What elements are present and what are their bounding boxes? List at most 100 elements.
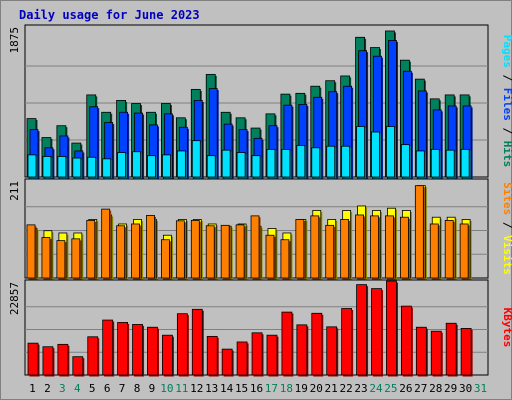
bar-sites-day-29	[444, 219, 454, 279]
bar-kbytes-day-24	[371, 288, 382, 376]
x-tick-label: 29	[444, 382, 457, 395]
bar-kbytes-day-9	[147, 326, 158, 376]
x-tick-label: 23	[354, 382, 367, 395]
bar-pages-day-14	[221, 149, 231, 178]
x-tick-label: 20	[310, 382, 323, 395]
x-tick-label: 17	[265, 382, 278, 395]
x-tick-label: 26	[399, 382, 412, 395]
x-tick-label: 10	[160, 382, 173, 395]
bar-sites-day-12	[190, 219, 200, 279]
bar-pages-day-19	[296, 145, 306, 178]
bar-sites-day-11	[175, 220, 185, 279]
bar-pages-day-12	[191, 140, 201, 178]
bar-sites-day-21	[325, 224, 335, 279]
x-tick-label: 15	[235, 382, 248, 395]
bar-kbytes-day-18	[281, 311, 293, 376]
x-tick-label: 9	[149, 382, 156, 395]
bar-pages-day-10	[162, 154, 171, 178]
bar-sites-day-7	[116, 225, 126, 279]
bar-sites-day-23	[355, 214, 364, 279]
bar-pages-day-2	[42, 156, 52, 178]
x-tick-label: 5	[89, 382, 96, 395]
bar-pages-day-15	[236, 152, 246, 178]
x-tick-label: 11	[175, 382, 188, 395]
x-tick-label: 18	[280, 382, 293, 395]
bar-pages-day-3	[57, 156, 67, 178]
bar-pages-day-1	[27, 154, 37, 178]
bar-sites-day-2	[41, 237, 51, 279]
bar-pages-day-22	[341, 145, 351, 178]
bar-pages-day-6	[102, 158, 112, 178]
x-tick-label: 28	[429, 382, 442, 395]
y-axis-label-part: /	[501, 121, 512, 141]
bar-sites-day-28	[429, 223, 439, 279]
x-tick-label: 1	[29, 382, 36, 395]
bar-kbytes-day-25	[386, 280, 397, 376]
bar-kbytes-day-27	[415, 326, 427, 376]
bar-pages-day-23	[356, 126, 365, 178]
x-tick-label: 30	[459, 382, 472, 395]
bar-kbytes-day-4	[72, 356, 84, 376]
bar-pages-day-18	[281, 148, 291, 178]
x-tick-label: 8	[134, 382, 141, 395]
bar-pages-day-25	[386, 126, 395, 178]
y-max-tick-label: 22857	[8, 282, 21, 315]
bar-pages-day-21	[326, 145, 336, 178]
bar-pages-day-8	[132, 151, 141, 178]
bar-kbytes-day-21	[326, 326, 338, 376]
bar-kbytes-day-11	[176, 313, 188, 376]
bar-sites-day-25	[385, 215, 394, 279]
y-max-tick-label: 211	[8, 181, 21, 201]
bar-kbytes-day-10	[162, 334, 173, 376]
bar-sites-day-22	[340, 219, 350, 279]
y-axis-label-part: Pages	[501, 35, 512, 68]
bar-kbytes-day-14	[221, 348, 233, 376]
y-axis-label-part: Visits	[501, 235, 512, 275]
bar-kbytes-day-7	[117, 322, 129, 376]
bar-sites-day-24	[370, 215, 379, 279]
x-tick-label: 27	[414, 382, 427, 395]
x-tick-label: 3	[59, 382, 66, 395]
bar-sites-day-19	[295, 219, 305, 279]
y-axis-label-part: Hits	[501, 141, 512, 168]
x-tick-label: 16	[250, 382, 263, 395]
bar-kbytes-day-19	[296, 324, 308, 376]
bar-kbytes-day-22	[341, 308, 353, 376]
bar-kbytes-day-6	[102, 319, 114, 376]
bar-sites-day-16	[250, 215, 260, 279]
bar-sites-day-27	[414, 185, 424, 279]
y-axis-label-part: Files	[501, 88, 512, 121]
bar-kbytes-day-26	[400, 305, 412, 376]
bar-sites-day-3	[56, 240, 66, 279]
bar-pages-day-27	[415, 150, 425, 178]
bar-sites-day-1	[26, 224, 36, 279]
bar-pages-day-26	[400, 144, 410, 178]
bar-kbytes-day-3	[57, 343, 69, 376]
bar-pages-day-4	[72, 157, 82, 178]
bar-kbytes-day-15	[236, 341, 248, 376]
y-axis-label: KBytes	[501, 308, 512, 348]
x-tick-label: 31	[474, 382, 487, 395]
page-title: Daily usage for June 2023	[19, 8, 200, 22]
x-tick-label: 2	[44, 382, 51, 395]
bar-sites-day-10	[161, 239, 170, 279]
bar-kbytes-day-20	[311, 312, 323, 376]
x-tick-label: 19	[295, 382, 308, 395]
bar-pages-day-30	[460, 148, 470, 178]
y-axis-label-part: KBytes	[501, 308, 512, 348]
x-tick-label: 13	[205, 382, 218, 395]
bar-kbytes-day-30	[460, 328, 472, 376]
bar-sites-day-15	[235, 224, 245, 279]
bar-sites-day-5	[86, 219, 96, 279]
bar-kbytes-day-13	[206, 335, 218, 376]
bar-sites-day-6	[101, 208, 111, 279]
y-axis-label-part: /	[501, 215, 512, 235]
bar-kbytes-day-29	[445, 322, 457, 376]
bar-pages-day-5	[87, 156, 97, 178]
bar-pages-day-17	[266, 148, 276, 178]
bar-sites-day-18	[280, 239, 290, 279]
x-tick-label: 12	[190, 382, 203, 395]
bar-sites-day-13	[205, 225, 215, 279]
bar-pages-day-28	[430, 148, 440, 178]
